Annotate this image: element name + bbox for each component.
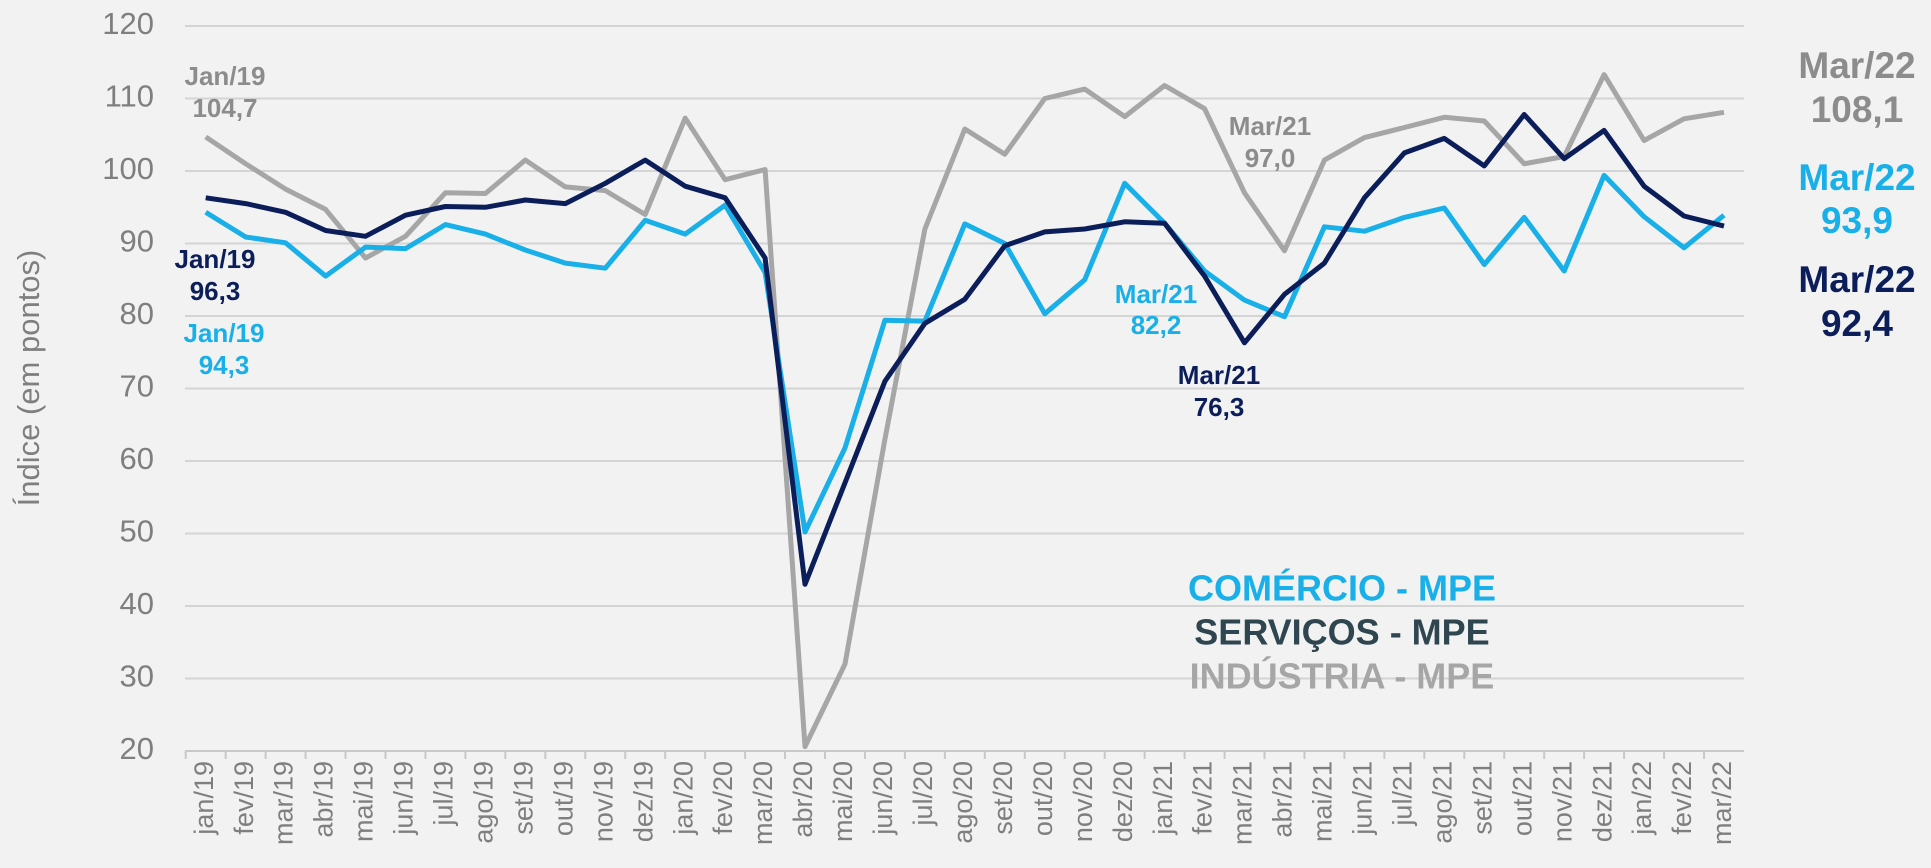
y-tick-label: 80 [120, 296, 154, 331]
x-tick-label: dez/19 [628, 761, 658, 842]
x-tick-label: ago/20 [948, 761, 978, 844]
x-tick-label: jul/19 [429, 761, 459, 827]
x-tick-label: jul/20 [908, 761, 938, 827]
annotation-value: 97,0 [1245, 143, 1296, 173]
x-tick-label: nov/21 [1547, 761, 1577, 842]
x-tick-label: out/21 [1507, 761, 1537, 836]
y-tick-label: 20 [120, 731, 154, 766]
annotation-date: Mar/21 [1115, 279, 1197, 309]
annotation-value: 104,7 [192, 93, 257, 123]
x-tick-label: set/19 [508, 761, 538, 835]
x-tick-label: out/19 [548, 761, 578, 836]
annotation-date: Mar/22 [1798, 45, 1915, 86]
x-tick-label: jun/21 [1348, 761, 1378, 836]
x-tick-label: set/21 [1467, 761, 1497, 835]
x-tick-label: jan/20 [668, 761, 698, 836]
x-tick-label: dez/21 [1587, 761, 1617, 842]
x-tick-label: fev/21 [1188, 761, 1218, 835]
x-tick-label: mai/20 [828, 761, 858, 842]
y-tick-label: 50 [120, 514, 154, 549]
annotation-value: 108,1 [1811, 89, 1904, 130]
x-tick-label: mai/19 [349, 761, 379, 842]
annotation-value: 76,3 [1194, 392, 1245, 422]
x-tick-label: jul/21 [1387, 761, 1417, 827]
x-tick-label: out/20 [1028, 761, 1058, 836]
y-tick-label: 120 [102, 6, 154, 41]
annotation-date: Jan/19 [185, 61, 266, 91]
x-tick-label: mar/20 [748, 761, 778, 845]
series-line [204, 172, 1726, 535]
annotation-date: Mar/21 [1229, 111, 1311, 141]
y-tick-label: 70 [120, 369, 154, 404]
legend-entry: SERVIÇOS - MPE [1194, 612, 1489, 653]
x-tick-label: ago/19 [469, 761, 499, 844]
x-tick-label: nov/19 [588, 761, 618, 842]
x-tick-label: abr/21 [1268, 761, 1298, 838]
x-tick-label: fev/20 [708, 761, 738, 835]
x-tick-label: set/20 [988, 761, 1018, 835]
y-tick-label: 40 [120, 586, 154, 621]
x-tick-label: dez/20 [1108, 761, 1138, 842]
annotation-value: 82,2 [1131, 310, 1182, 340]
y-tick-label: 60 [120, 441, 154, 476]
annotation-date: Mar/22 [1798, 157, 1915, 198]
x-tick-label: nov/20 [1068, 761, 1098, 842]
annotation-date: Jan/19 [175, 244, 256, 274]
annotation-date: Mar/22 [1798, 259, 1915, 300]
x-tick-label: fev/19 [229, 761, 259, 835]
annotation-date: Jan/19 [184, 318, 265, 348]
y-tick-label: 110 [105, 79, 154, 114]
x-tick-label: jan/22 [1627, 761, 1657, 836]
x-tick-label: abr/19 [309, 761, 339, 838]
x-tick-label: mar/19 [269, 761, 299, 845]
x-tick-label: jun/19 [389, 761, 419, 836]
x-tick-label: jan/19 [189, 761, 219, 836]
x-tick-label: abr/20 [788, 761, 818, 838]
y-tick-label: 100 [102, 151, 154, 186]
legend-entry: COMÉRCIO - MPE [1188, 568, 1496, 609]
x-tick-label: jan/21 [1148, 761, 1178, 836]
y-tick-label: 90 [120, 224, 154, 259]
y-tick-label: 30 [120, 659, 154, 694]
x-tick-label: mar/21 [1228, 761, 1258, 845]
x-tick-label: ago/21 [1427, 761, 1457, 844]
annotation-value: 93,9 [1821, 200, 1893, 241]
annotation-value: 92,4 [1821, 303, 1893, 344]
annotation-value: 96,3 [190, 276, 241, 306]
legend-entry: INDÚSTRIA - MPE [1190, 655, 1495, 697]
annotation-value: 94,3 [199, 350, 250, 380]
annotation-date: Mar/21 [1178, 360, 1260, 390]
x-tick-label: mar/22 [1707, 761, 1737, 845]
x-tick-label: jun/20 [868, 761, 898, 836]
series-line [205, 112, 1725, 587]
series-line [204, 72, 1725, 750]
y-axis-label: Índice (em pontos) [11, 250, 46, 507]
x-tick-label: mai/21 [1308, 761, 1338, 842]
x-tick-label: fev/22 [1667, 761, 1697, 835]
